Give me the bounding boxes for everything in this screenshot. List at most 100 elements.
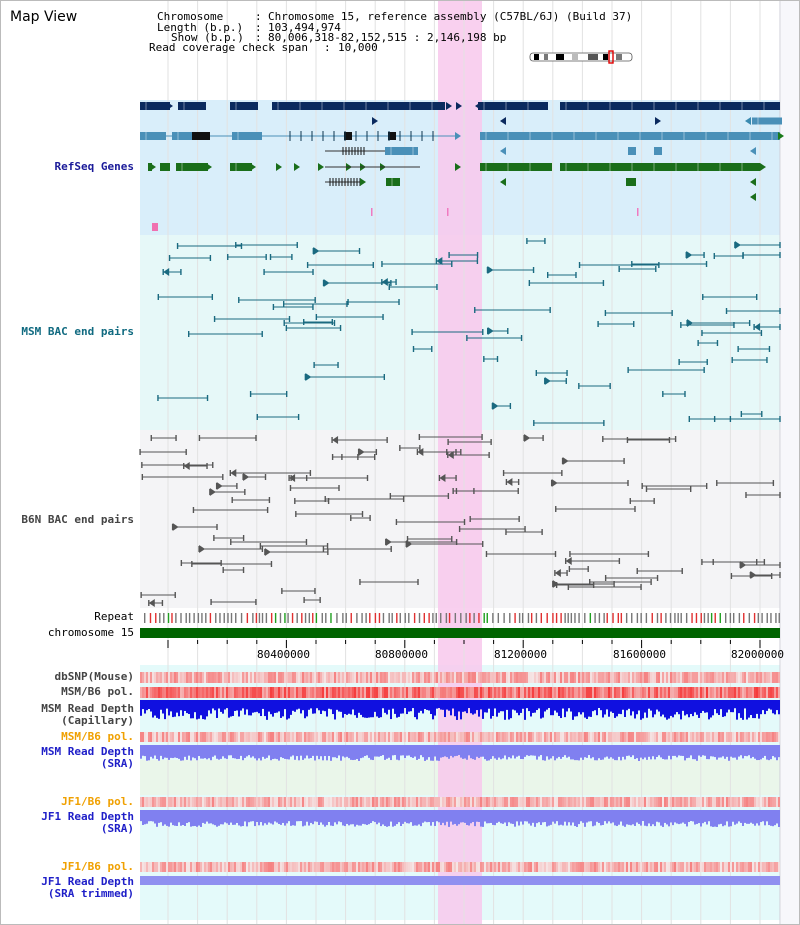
repeat-mark <box>193 613 195 623</box>
variation-stripe <box>570 732 572 742</box>
variation-stripe <box>530 797 532 807</box>
depth-bar <box>518 810 520 826</box>
depth-bar <box>438 700 440 709</box>
variation-stripe <box>288 732 290 742</box>
repeat-mark <box>163 613 165 623</box>
depth-bar <box>610 700 612 712</box>
track-label-refseq[interactable]: RefSeq Genes <box>54 160 134 173</box>
track-label-msm-pol-2[interactable]: MSM/B6 pol. <box>61 730 134 743</box>
variation-stripe <box>272 862 274 872</box>
variation-stripe <box>238 862 240 872</box>
depth-bar <box>152 700 154 718</box>
variation-stripe <box>778 797 780 807</box>
repeat-mark <box>560 613 562 623</box>
depth-bar <box>558 810 560 826</box>
depth-bar <box>322 745 324 761</box>
depth-bar <box>730 700 732 713</box>
depth-bar <box>306 700 308 717</box>
track-label-b6n-bac[interactable]: B6N BAC end pairs <box>21 513 134 526</box>
variation-stripe <box>302 862 304 872</box>
repeat-mark <box>365 613 367 623</box>
depth-bar <box>520 810 522 822</box>
variation-stripe <box>142 797 144 807</box>
ideogram-band <box>544 54 548 60</box>
depth-bar <box>316 810 318 822</box>
variation-stripe <box>304 672 306 683</box>
depth-bar <box>390 745 392 761</box>
variation-stripe <box>300 862 302 872</box>
variation-stripe <box>446 687 448 698</box>
variation-stripe <box>370 862 372 872</box>
depth-bar <box>290 745 292 757</box>
variation-stripe <box>422 672 424 683</box>
variation-stripe <box>184 862 186 872</box>
gene-arrow <box>554 569 561 577</box>
track-label-dbsnp[interactable]: dbSNP(Mouse) <box>54 670 134 683</box>
gene-arrow <box>552 580 559 588</box>
variation-stripe <box>326 672 328 683</box>
repeat-mark <box>149 613 152 623</box>
variation-stripe <box>386 732 388 742</box>
variation-stripe <box>736 732 738 742</box>
gene-arrow <box>243 473 250 481</box>
variation-stripe <box>720 672 722 683</box>
variation-stripe <box>430 797 432 807</box>
depth-bar <box>160 745 162 756</box>
variation-stripe <box>774 862 776 872</box>
variation-stripe <box>568 862 570 872</box>
depth-bar <box>350 700 352 715</box>
variation-stripe <box>202 672 204 683</box>
track-label-msm-bac[interactable]: MSM BAC end pairs <box>21 325 134 338</box>
variation-stripe <box>360 862 362 872</box>
variation-stripe <box>490 862 492 872</box>
variation-stripe <box>730 797 732 807</box>
variation-stripe <box>244 672 246 683</box>
variation-stripe <box>300 687 302 698</box>
variation-stripe <box>774 672 776 683</box>
depth-bar <box>526 700 528 709</box>
repeat-mark <box>574 613 576 623</box>
track-label-jf1-pol-2[interactable]: JF1/B6 pol. <box>61 860 134 873</box>
track-label-jf1-depth-sra[interactable]: JF1 Read Depth <box>41 810 134 823</box>
track-label-msm-depth-cap[interactable]: MSM Read Depth <box>41 702 134 715</box>
variation-stripe <box>776 687 778 698</box>
depth-bar <box>508 745 510 758</box>
depth-bar <box>586 810 588 823</box>
variation-stripe <box>684 687 686 698</box>
depth-bar <box>402 745 404 756</box>
variation-stripe <box>712 732 714 742</box>
repeat-mark <box>185 613 187 623</box>
track-label-msm-depth-sra[interactable]: MSM Read Depth <box>41 745 134 758</box>
track-label-msm-pol-1[interactable]: MSM/B6 pol. <box>61 685 134 698</box>
depth-bar <box>254 700 256 713</box>
depth-bar <box>756 745 758 761</box>
variation-stripe <box>758 672 760 683</box>
variation-stripe <box>306 732 308 742</box>
gene-exon <box>160 163 170 171</box>
track-label-jf1-depth-trim[interactable]: JF1 Read Depth <box>41 875 134 888</box>
variation-stripe <box>646 862 648 872</box>
variation-stripe <box>424 732 426 742</box>
repeat-mark <box>540 613 543 623</box>
variation-stripe <box>516 797 518 807</box>
depth-bar <box>514 745 516 759</box>
variation-stripe <box>298 672 300 683</box>
depth-bar <box>618 745 620 757</box>
variation-stripe <box>446 672 448 683</box>
depth-bar <box>394 745 396 756</box>
track-label-jf1-pol-1[interactable]: JF1/B6 pol. <box>61 795 134 808</box>
repeat-mark <box>473 613 475 623</box>
variation-stripe <box>274 687 276 698</box>
variation-stripe <box>756 862 758 872</box>
depth-bar <box>772 700 774 714</box>
gene-arrow <box>276 163 282 171</box>
depth-bar <box>566 700 568 712</box>
depth-bar <box>746 810 748 824</box>
variation-stripe <box>758 687 760 698</box>
variation-stripe <box>500 672 502 683</box>
depth-bar <box>180 810 182 826</box>
depth-bar <box>308 810 310 826</box>
variation-stripe <box>600 672 602 683</box>
variation-stripe <box>432 797 434 807</box>
